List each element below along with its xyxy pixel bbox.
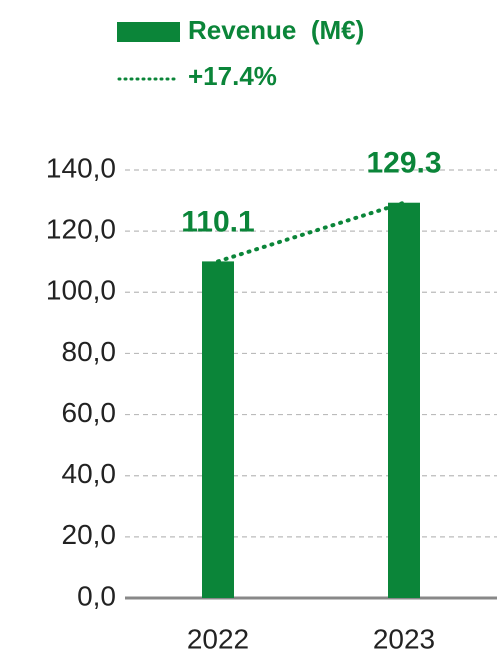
y-tick-label: 120,0 [46,214,116,245]
value-label: 129.3 [366,147,441,180]
value-label: 110.1 [181,205,254,238]
y-tick-label: 20,0 [62,519,117,550]
bar [202,261,234,598]
y-tick-label: 0,0 [77,580,116,611]
y-tick-label: 40,0 [62,458,117,489]
x-tick-label: 2023 [373,623,435,654]
x-tick-label: 2022 [187,623,249,654]
y-tick-label: 60,0 [62,397,117,428]
legend-trend-label: +17.4% [188,61,277,91]
bar [388,202,420,598]
trend-line [216,200,406,264]
y-tick-label: 80,0 [62,336,117,367]
legend-label: Revenue (M€) [188,15,364,45]
y-tick-label: 100,0 [46,275,116,306]
y-tick-label: 140,0 [46,152,116,183]
legend-swatch [117,22,180,42]
